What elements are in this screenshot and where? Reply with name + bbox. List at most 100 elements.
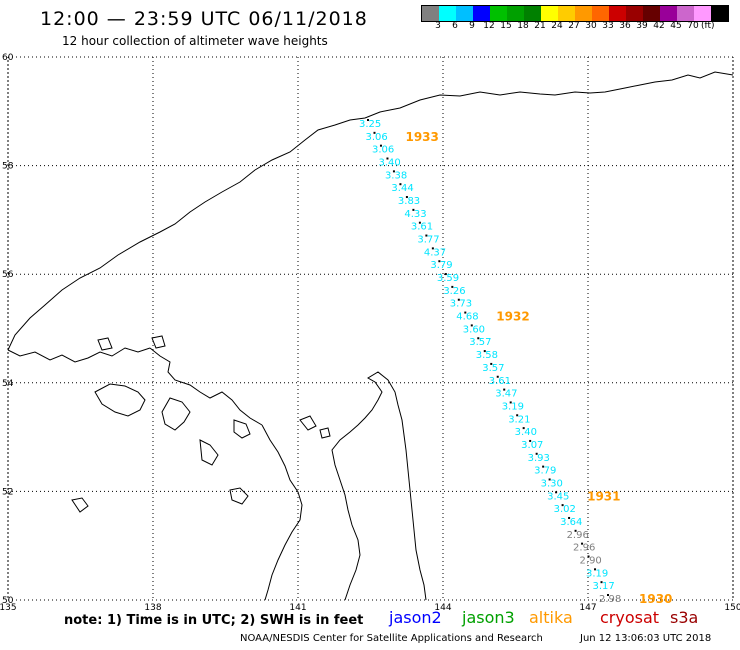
lon-tick-label: 135: [0, 603, 17, 613]
swh-value-label: 3.25: [359, 119, 381, 130]
swh-value-label: 3.58: [476, 350, 498, 361]
swh-value-label: 3.44: [391, 183, 413, 194]
observation-dot: [405, 196, 408, 199]
pass-time-label: 1933: [405, 130, 438, 144]
axis-tick-labels: 135 138 141 144 147 150 60 58 56 54 52 50: [0, 53, 740, 613]
observation-dot: [483, 350, 486, 353]
swh-value-label: 3.59: [437, 273, 459, 284]
swh-value-label: 3.73: [450, 299, 472, 310]
swh-value-label: 3.30: [541, 478, 563, 489]
scale-swatch: [541, 6, 558, 21]
observation-dot: [470, 324, 473, 327]
lat-tick-label: 56: [2, 270, 14, 280]
observation-dot: [425, 234, 428, 237]
scale-swatch: [456, 6, 473, 21]
observation-dot: [451, 285, 454, 288]
lat-tick-label: 60: [2, 53, 14, 63]
observation-dot: [600, 581, 603, 584]
observation-dot: [367, 119, 369, 121]
lat-tick-label: 58: [2, 162, 14, 172]
scale-swatch: [677, 6, 694, 21]
swh-value-label: 4.33: [404, 209, 426, 220]
observation-dot: [529, 439, 532, 442]
observation-dot: [496, 375, 499, 378]
swh-value-label: 3.93: [528, 453, 550, 464]
legend-jason2: jason2: [389, 608, 442, 627]
observation-dot: [379, 144, 382, 147]
scale-label: 42: [653, 21, 665, 31]
lon-tick-label: 141: [289, 603, 306, 613]
scale-swatch: [643, 6, 660, 21]
scale-label: 45: [670, 21, 682, 31]
scale-swatch: [609, 6, 626, 21]
observation-dot: [581, 542, 584, 545]
swh-value-label: 3.19: [502, 401, 524, 412]
scale-label: 36: [619, 21, 631, 31]
swh-value-label: 3.61: [411, 222, 433, 233]
legend-jason3: jason3: [462, 608, 515, 627]
scale-label: 33: [602, 21, 614, 31]
map-border: [7, 56, 734, 601]
scale-swatch: [660, 6, 677, 21]
swh-value-label: 3.47: [495, 389, 517, 400]
observation-dot: [555, 491, 558, 494]
scale-swatch: [575, 6, 592, 21]
coastline-segment: [233, 419, 251, 439]
observation-dot: [516, 414, 519, 417]
swh-value-label: 4.68: [456, 312, 478, 323]
scale-label: 24: [551, 21, 563, 31]
observation-dot: [457, 298, 460, 301]
map-subtitle: 12 hour collection of altimeter wave hei…: [62, 34, 328, 48]
legend-cryosat: cryosat: [600, 608, 660, 627]
lon-tick-label: 144: [434, 603, 451, 613]
observation-dot: [542, 465, 545, 468]
scale-unit: (ft): [701, 21, 715, 31]
observation-dot: [490, 362, 493, 365]
observation-dot: [503, 388, 506, 391]
observation-dot: [399, 183, 402, 186]
observation-dot: [418, 221, 421, 224]
observation-dot: [587, 555, 590, 558]
generated-timestamp: Jun 12 13:06:03 UTC 2018: [580, 633, 712, 644]
scale-label: 70: [687, 21, 699, 31]
scale-swatch: [473, 6, 490, 21]
scale-label: 3: [435, 21, 441, 31]
observation-dot: [607, 594, 609, 596]
coastline-segment: [149, 347, 263, 426]
pass-time-label: 1932: [496, 310, 529, 324]
observation-dot: [464, 311, 467, 314]
lat-lon-grid: [7, 56, 734, 601]
swh-value-label: 2.90: [580, 555, 602, 566]
scale-label: 12: [483, 21, 495, 31]
observation-dot: [561, 504, 564, 507]
scale-label: 27: [568, 21, 580, 31]
coastline-segment: [299, 415, 317, 431]
scale-label: 21: [534, 21, 546, 31]
observation-dot: [574, 529, 577, 532]
lat-tick-label: 50: [2, 596, 14, 606]
pass-time-label: 1930: [639, 592, 672, 606]
scale-label: 39: [636, 21, 648, 31]
swh-value-label: 2.98: [599, 594, 621, 605]
observation-dot: [412, 208, 415, 211]
scale-swatch: [558, 6, 575, 21]
legend-altika: altika: [529, 608, 573, 627]
scale-label: 9: [469, 21, 475, 31]
lon-tick-label: 147: [579, 603, 596, 613]
coastline-segment: [229, 487, 249, 505]
swh-value-label: 3.19: [586, 568, 608, 579]
coastline-segment: [261, 424, 303, 601]
observation-dot: [431, 247, 434, 250]
coastline-segment: [7, 71, 734, 351]
footer-note: note: 1) Time is in UTC; 2) SWH is in fe…: [64, 613, 364, 628]
swh-value-label: 3.61: [489, 376, 511, 387]
scale-swatch: [490, 6, 507, 21]
observation-dot: [438, 260, 441, 263]
swh-value-label: 3.26: [443, 286, 465, 297]
coastline-segment: [161, 397, 191, 431]
swh-value-label: 3.64: [560, 517, 582, 528]
scale-swatch: [507, 6, 524, 21]
scale-label: 6: [452, 21, 458, 31]
swh-value-label: 4.37: [424, 247, 446, 258]
